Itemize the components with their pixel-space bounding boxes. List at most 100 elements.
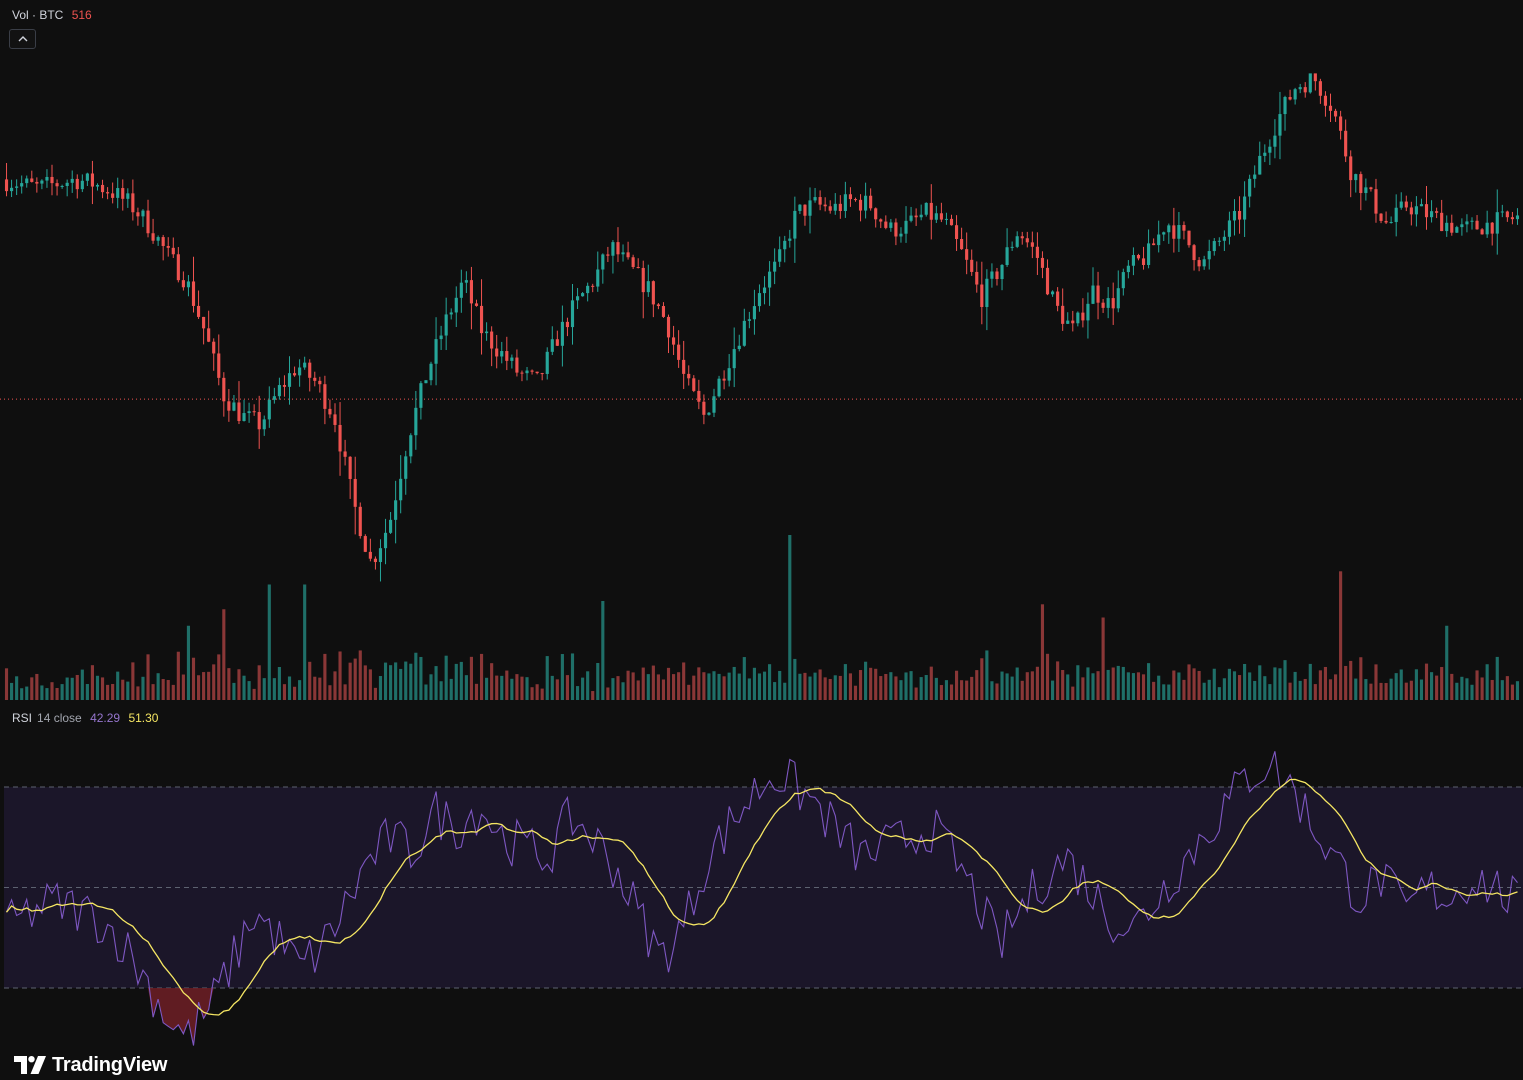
volume-bar	[651, 665, 655, 700]
tradingview-logo[interactable]: TradingView	[14, 1052, 167, 1078]
volume-bar	[111, 683, 115, 700]
candle-body	[1121, 272, 1125, 289]
volume-bar	[1000, 671, 1004, 700]
volume-bar	[1147, 663, 1151, 700]
rsi-ma-line	[5, 778, 1518, 1016]
candle-body	[1258, 155, 1262, 175]
candle-body	[1071, 320, 1075, 324]
candle-body	[697, 390, 701, 402]
volume-bar	[454, 663, 458, 700]
volume-bar	[474, 683, 479, 700]
volume-legend-name: Vol · BTC	[12, 8, 64, 22]
volume-bar	[591, 691, 595, 700]
candle-body	[237, 402, 241, 421]
volume-bar	[389, 665, 393, 700]
volume-bar	[586, 671, 590, 700]
volume-bar	[495, 675, 499, 700]
volume-bar	[621, 682, 625, 700]
candle-body	[581, 293, 585, 297]
candle-body	[828, 206, 832, 211]
volume-bar	[747, 678, 751, 700]
volume-bar	[20, 688, 24, 700]
candle-body	[1212, 241, 1216, 252]
candle-body	[394, 500, 398, 520]
volume-bar	[60, 684, 64, 700]
volume-bar	[702, 672, 706, 700]
candle-body	[515, 357, 519, 373]
candle-body	[1369, 187, 1373, 190]
candle-body	[55, 183, 59, 187]
candle-body	[313, 377, 317, 381]
volume-bar	[328, 685, 332, 700]
volume-bar	[419, 656, 423, 700]
candle-body	[934, 213, 938, 220]
candle-body	[1339, 116, 1343, 131]
candle-body	[70, 178, 74, 183]
volume-bar	[1237, 675, 1242, 700]
candle-body	[1091, 285, 1095, 304]
volume-bar	[338, 651, 342, 700]
candle-body	[1328, 105, 1333, 111]
volume-bar	[1465, 678, 1469, 700]
candle-body	[656, 304, 660, 307]
candle-body	[1197, 260, 1201, 267]
candle-body	[161, 237, 165, 246]
candle-body	[864, 195, 868, 211]
candle-body	[1278, 114, 1282, 136]
volume-bar	[1227, 668, 1231, 700]
candle-body	[575, 296, 580, 301]
volume-bar	[131, 662, 135, 700]
volume-bar	[409, 663, 413, 700]
volume-bar	[75, 674, 79, 700]
volume-bar	[222, 609, 226, 700]
volume-bar	[1515, 681, 1520, 700]
candle-body	[252, 411, 256, 413]
candle-body	[1430, 211, 1434, 218]
candle-body	[1086, 303, 1090, 321]
volume-bar	[616, 676, 620, 700]
volume-bar	[778, 670, 782, 700]
candle-body	[1313, 73, 1317, 82]
volume-legend-value: 516	[71, 8, 92, 22]
candle-body	[727, 368, 731, 381]
candle-body	[510, 357, 514, 361]
volume-bar	[40, 685, 44, 700]
volume-bar	[909, 671, 913, 700]
candle-body	[247, 411, 251, 414]
candle-body	[1237, 210, 1242, 220]
candle-body	[535, 371, 539, 374]
volume-bar	[520, 676, 524, 700]
candle-body	[1465, 221, 1469, 225]
volume-bar	[985, 650, 989, 700]
volume-bar	[606, 687, 610, 700]
volume-bar	[116, 671, 120, 700]
candle-body	[490, 331, 494, 349]
volume-bar	[631, 672, 635, 700]
candle-body	[687, 373, 691, 379]
candle-body	[666, 316, 671, 338]
candle-body	[944, 218, 949, 220]
volume-bar	[1040, 604, 1045, 700]
candle-body	[1061, 305, 1065, 324]
volume-bar	[121, 679, 125, 700]
volume-bar	[1121, 666, 1125, 700]
volume-bar	[879, 676, 883, 700]
volume-bar	[1328, 679, 1333, 700]
volume-bar	[348, 662, 352, 700]
volume-bar	[1359, 657, 1363, 700]
volume-bar	[196, 675, 201, 700]
candle-body	[389, 519, 393, 533]
volume-bar	[823, 677, 827, 700]
volume-bar	[980, 658, 984, 700]
volume-bar	[944, 680, 949, 700]
candle-body	[848, 194, 852, 200]
candle-body	[747, 319, 751, 321]
volume-bar	[1480, 677, 1484, 700]
collapse-pane-button[interactable]	[9, 29, 36, 49]
volume-bar	[656, 674, 660, 700]
volume-bar	[1364, 679, 1368, 700]
volume-bar	[783, 682, 787, 700]
volume-bar	[768, 664, 772, 700]
candle-body	[368, 551, 372, 559]
